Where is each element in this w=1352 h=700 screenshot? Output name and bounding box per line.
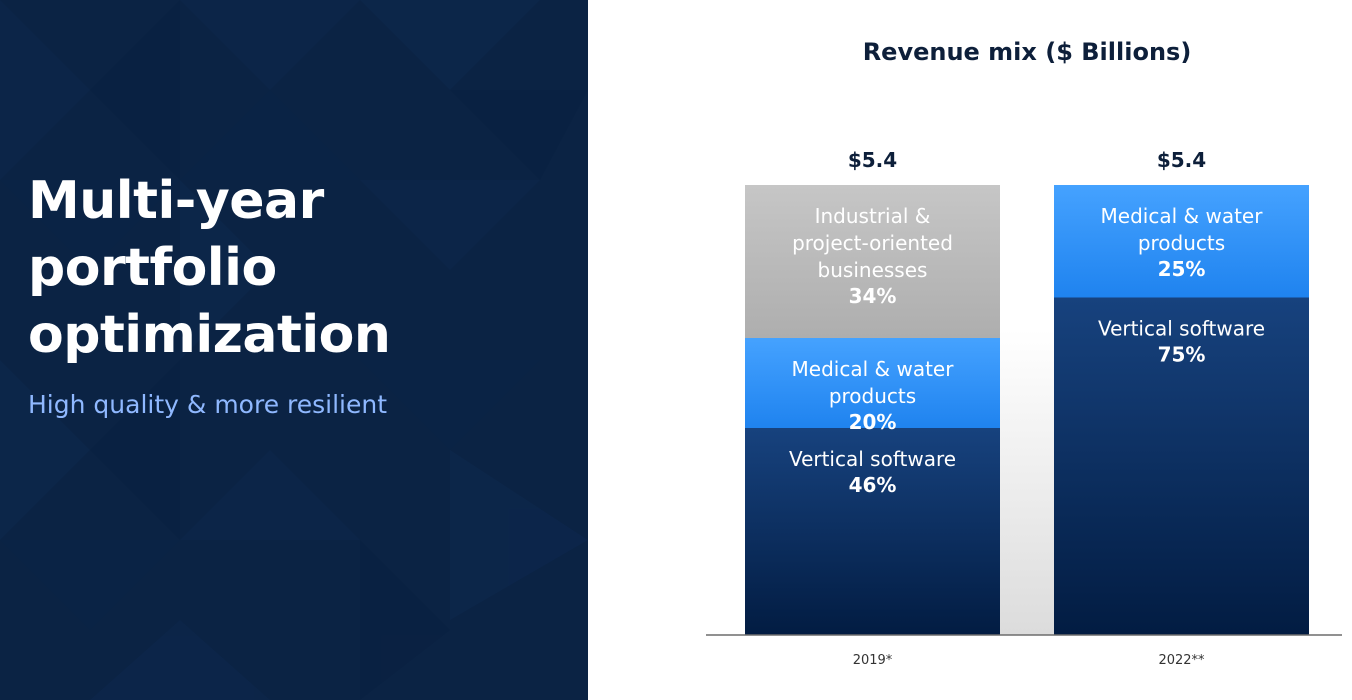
slide-title-line: portfolio bbox=[28, 238, 277, 298]
segment-value-medical: 20% bbox=[849, 410, 897, 434]
chart-title: Revenue mix ($ Billions) bbox=[862, 38, 1192, 66]
segment-label-industrial: project-oriented bbox=[792, 231, 953, 255]
x-tick-label: 2019* bbox=[853, 653, 893, 668]
segment-label-software: Vertical software bbox=[1098, 317, 1265, 341]
slide-title-line: optimization bbox=[28, 305, 391, 365]
slide-title: Multi-year portfolio optimization bbox=[28, 168, 391, 369]
segment-label-industrial: businesses bbox=[818, 258, 928, 282]
bar-gap-shade bbox=[1000, 330, 1054, 635]
segment-label-medical: products bbox=[1138, 231, 1225, 255]
left-panel: Multi-year portfolio optimization High q… bbox=[0, 0, 588, 700]
bar-total-label: $5.4 bbox=[848, 148, 897, 172]
segment-label-medical: Medical & water bbox=[792, 357, 955, 381]
background-pattern bbox=[0, 0, 588, 700]
segment-value-medical: 25% bbox=[1158, 257, 1206, 281]
segment-label-industrial: Industrial & bbox=[815, 204, 931, 228]
bar-segment-software-1 bbox=[745, 428, 1000, 635]
segment-value-industrial: 34% bbox=[849, 284, 897, 308]
x-tick-label: 2022** bbox=[1158, 653, 1205, 668]
slide-title-line: Multi-year bbox=[28, 171, 324, 231]
bar-segment-medical-1 bbox=[745, 338, 1000, 428]
bar-segment-industrial-1 bbox=[745, 185, 1000, 338]
segment-label-medical: Medical & water bbox=[1101, 204, 1264, 228]
bar-segment-medical-2 bbox=[1054, 185, 1309, 298]
segment-value-software: 75% bbox=[1158, 343, 1206, 367]
bar-total-label: $5.4 bbox=[1157, 148, 1206, 172]
segment-label-medical: products bbox=[829, 384, 916, 408]
segment-value-software: 46% bbox=[849, 473, 897, 497]
segment-label-software: Vertical software bbox=[789, 447, 956, 471]
bar-segment-software-2 bbox=[1054, 297, 1309, 635]
slide-subtitle: High quality & more resilient bbox=[28, 390, 388, 419]
